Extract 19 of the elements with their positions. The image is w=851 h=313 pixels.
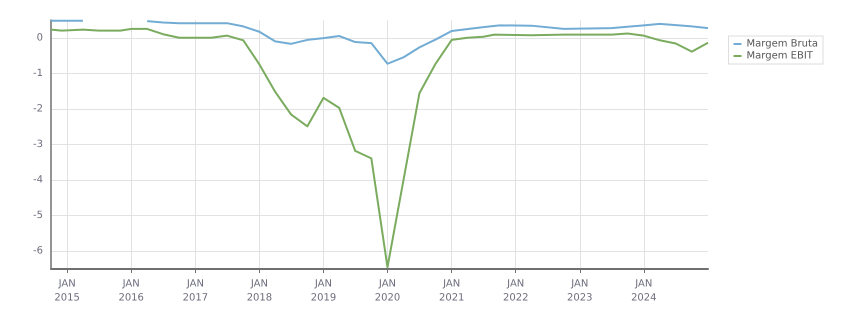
- y-tick-label: -2: [33, 103, 43, 114]
- y-tick-label: -5: [33, 210, 43, 222]
- y-tick-label: -1: [33, 68, 43, 79]
- y-tick-label: -6: [33, 246, 43, 257]
- x-tick-label: JAN 2020: [374, 278, 400, 304]
- y-tick-label: -4: [33, 174, 43, 186]
- x-tick-label: JAN 2018: [246, 278, 272, 304]
- legend-label: Margem Bruta: [746, 38, 818, 50]
- x-tick-label: JAN 2019: [310, 278, 336, 304]
- x-tick-label: JAN 2024: [631, 278, 657, 304]
- x-tick-label: JAN 2021: [438, 278, 464, 304]
- x-tick-label: JAN 2023: [567, 278, 592, 304]
- x-tick-label: JAN 2016: [118, 278, 144, 304]
- legend-label: Margem EBIT: [746, 50, 814, 62]
- x-tick-label: JAN 2015: [54, 278, 80, 304]
- y-tick-label: 0: [36, 32, 43, 44]
- y-tick-label: -3: [33, 139, 43, 150]
- x-tick-label: JAN 2022: [503, 278, 528, 304]
- x-tick-label: JAN 2017: [182, 278, 208, 304]
